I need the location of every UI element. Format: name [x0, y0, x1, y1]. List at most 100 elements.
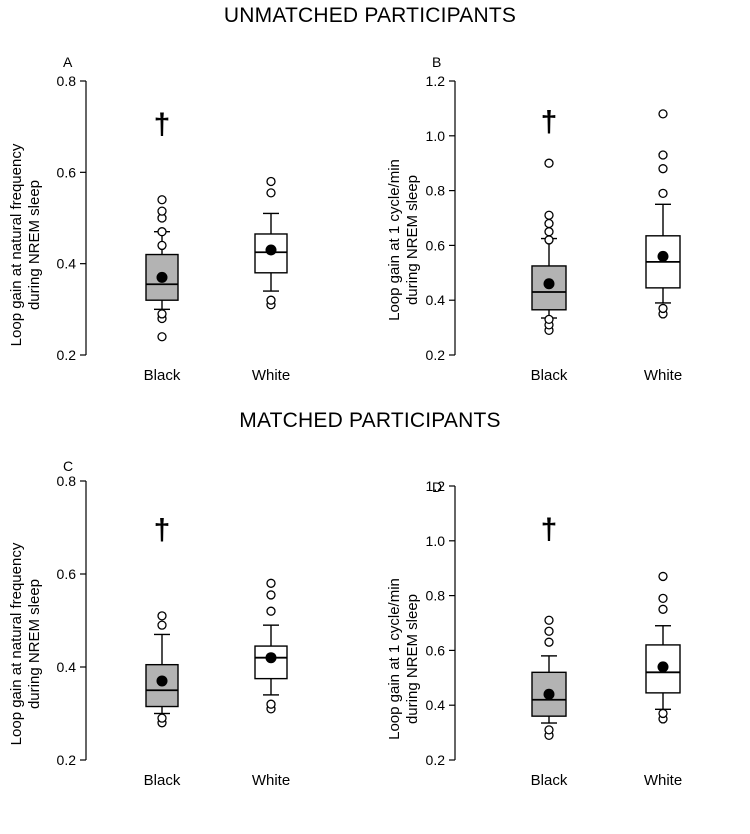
white-outlier-point [658, 571, 668, 582]
panel-d-ylabel-line1: Loop gain at 1 cycle/min [386, 578, 403, 740]
y-tick-label: 0.8 [426, 588, 446, 604]
black-outlier-point [544, 235, 554, 245]
panel-a-ylabel-line2: during NREM sleep [26, 180, 43, 310]
black-outlier-point [544, 615, 554, 625]
panel-d-plot-area: 0.2 0.4 0.6 0.8 1.0 1.2 Black White † [426, 478, 683, 789]
y-tick-label: 1.0 [426, 128, 446, 144]
white-outlier-point [266, 176, 276, 187]
y-tick-label: 0.2 [426, 347, 446, 363]
black-outlier-point [544, 637, 554, 647]
panel-b-svg: B Loop gain at 1 cycle/min during NREM s… [386, 54, 683, 384]
black-outlier-point [157, 620, 167, 630]
white-outlier-point [658, 164, 668, 174]
black-mean-point [543, 278, 555, 290]
panel-a-letter: A [63, 54, 73, 70]
significance-dagger: † [154, 514, 171, 547]
x-category-label-white: White [644, 772, 682, 789]
x-category-label-white: White [252, 367, 290, 384]
white-mean-point [657, 661, 669, 673]
y-tick-label: 0.2 [57, 347, 77, 363]
significance-dagger: † [541, 513, 558, 546]
black-outlier-point [157, 332, 167, 342]
white-outlier-point [658, 188, 668, 198]
x-category-label-white: White [252, 772, 290, 789]
x-category-label-black: Black [531, 367, 568, 384]
panel-b-letter: B [432, 54, 441, 70]
black-outlier-point [544, 314, 554, 325]
panel-b-ylabel-line1: Loop gain at 1 cycle/min [386, 159, 403, 321]
panel-c-svg: C Loop gain at natural frequency during … [8, 458, 291, 789]
white-outlier-point [658, 150, 668, 160]
y-tick-label: 1.2 [426, 73, 446, 89]
y-tick-label: 1.2 [426, 478, 446, 494]
white-outlier-point [266, 590, 276, 600]
white-mean-point [265, 244, 277, 256]
white-outlier-point [658, 303, 668, 314]
black-outlier-point [544, 626, 554, 636]
white-outlier-point [266, 578, 276, 588]
matched-section-title: MATCHED PARTICIPANTS [239, 409, 501, 432]
white-outlier-point [658, 604, 668, 614]
panel-c-plot-area: 0.2 0.4 0.6 0.8 Black White † [57, 473, 291, 789]
y-tick-label: 0.6 [57, 566, 77, 582]
y-tick-label: 0.6 [426, 642, 446, 658]
black-outlier-point [157, 195, 167, 205]
significance-dagger: † [154, 108, 171, 141]
panel-c-ylabel-line1: Loop gain at natural frequency [8, 542, 25, 745]
x-category-label-black: Black [144, 772, 181, 789]
white-outlier-point [658, 109, 668, 119]
white-mean-point [657, 250, 669, 262]
y-tick-label: 0.8 [57, 73, 77, 89]
panel-d-chart: D Loop gain at 1 cycle/min during NREM s… [375, 444, 750, 834]
white-outlier-point [266, 699, 276, 709]
black-outlier-point [157, 240, 167, 251]
black-outlier-point [544, 158, 554, 168]
black-outlier-point [157, 713, 167, 723]
white-outlier-point [266, 188, 276, 198]
y-tick-label: 0.6 [57, 164, 77, 180]
y-tick-label: 0.8 [57, 473, 77, 489]
white-outlier-point [658, 593, 668, 603]
black-outlier-point [157, 611, 167, 621]
y-tick-label: 0.2 [426, 752, 446, 768]
panel-a-plot-area: 0.2 0.4 0.6 0.8 Black White † [57, 73, 291, 384]
white-outlier-point [658, 708, 668, 719]
white-mean-point [265, 652, 277, 664]
panel-d-ylabel-line2: during NREM sleep [404, 594, 421, 724]
black-outlier-point [157, 227, 167, 237]
black-mean-point [156, 675, 168, 687]
panel-d-svg: D Loop gain at 1 cycle/min during NREM s… [386, 478, 683, 789]
y-tick-label: 0.4 [57, 659, 77, 675]
y-tick-label: 1.0 [426, 533, 446, 549]
significance-dagger: † [541, 105, 558, 138]
panel-c-ylabel-line2: during NREM sleep [26, 579, 43, 709]
x-category-label-black: Black [531, 772, 568, 789]
panel-b-ylabel-line2: during NREM sleep [404, 175, 421, 305]
y-tick-label: 0.4 [426, 292, 446, 308]
y-tick-label: 0.4 [426, 697, 446, 713]
panel-d-letter: D [432, 479, 442, 495]
white-outlier-point [266, 606, 276, 616]
black-mean-point [543, 688, 555, 700]
x-category-label-white: White [644, 367, 682, 384]
black-outlier-point [544, 210, 554, 220]
x-category-label-black: Black [144, 367, 181, 384]
panel-a-chart: A Loop gain at natural frequency during … [0, 40, 375, 430]
y-tick-label: 0.4 [57, 256, 77, 272]
panel-b-plot-area: 0.2 0.4 0.6 0.8 1.0 1.2 Black White † [426, 73, 683, 384]
white-outlier-point [266, 295, 276, 305]
panel-b-chart: B Loop gain at 1 cycle/min during NREM s… [375, 40, 750, 430]
y-tick-label: 0.8 [426, 183, 446, 199]
black-outlier-point [544, 725, 554, 735]
black-outlier-point [544, 218, 554, 229]
black-outlier-point [157, 206, 167, 216]
panel-a-ylabel-line1: Loop gain at natural frequency [8, 143, 25, 346]
panel-a-svg: A Loop gain at natural frequency during … [8, 54, 291, 384]
black-outlier-point [157, 309, 167, 319]
y-tick-label: 0.2 [57, 752, 77, 768]
unmatched-section-title: UNMATCHED PARTICIPANTS [223, 4, 517, 27]
y-tick-label: 0.6 [426, 237, 446, 253]
black-outlier-point [544, 227, 554, 237]
panel-c-letter: C [63, 458, 73, 474]
black-mean-point [156, 271, 168, 283]
